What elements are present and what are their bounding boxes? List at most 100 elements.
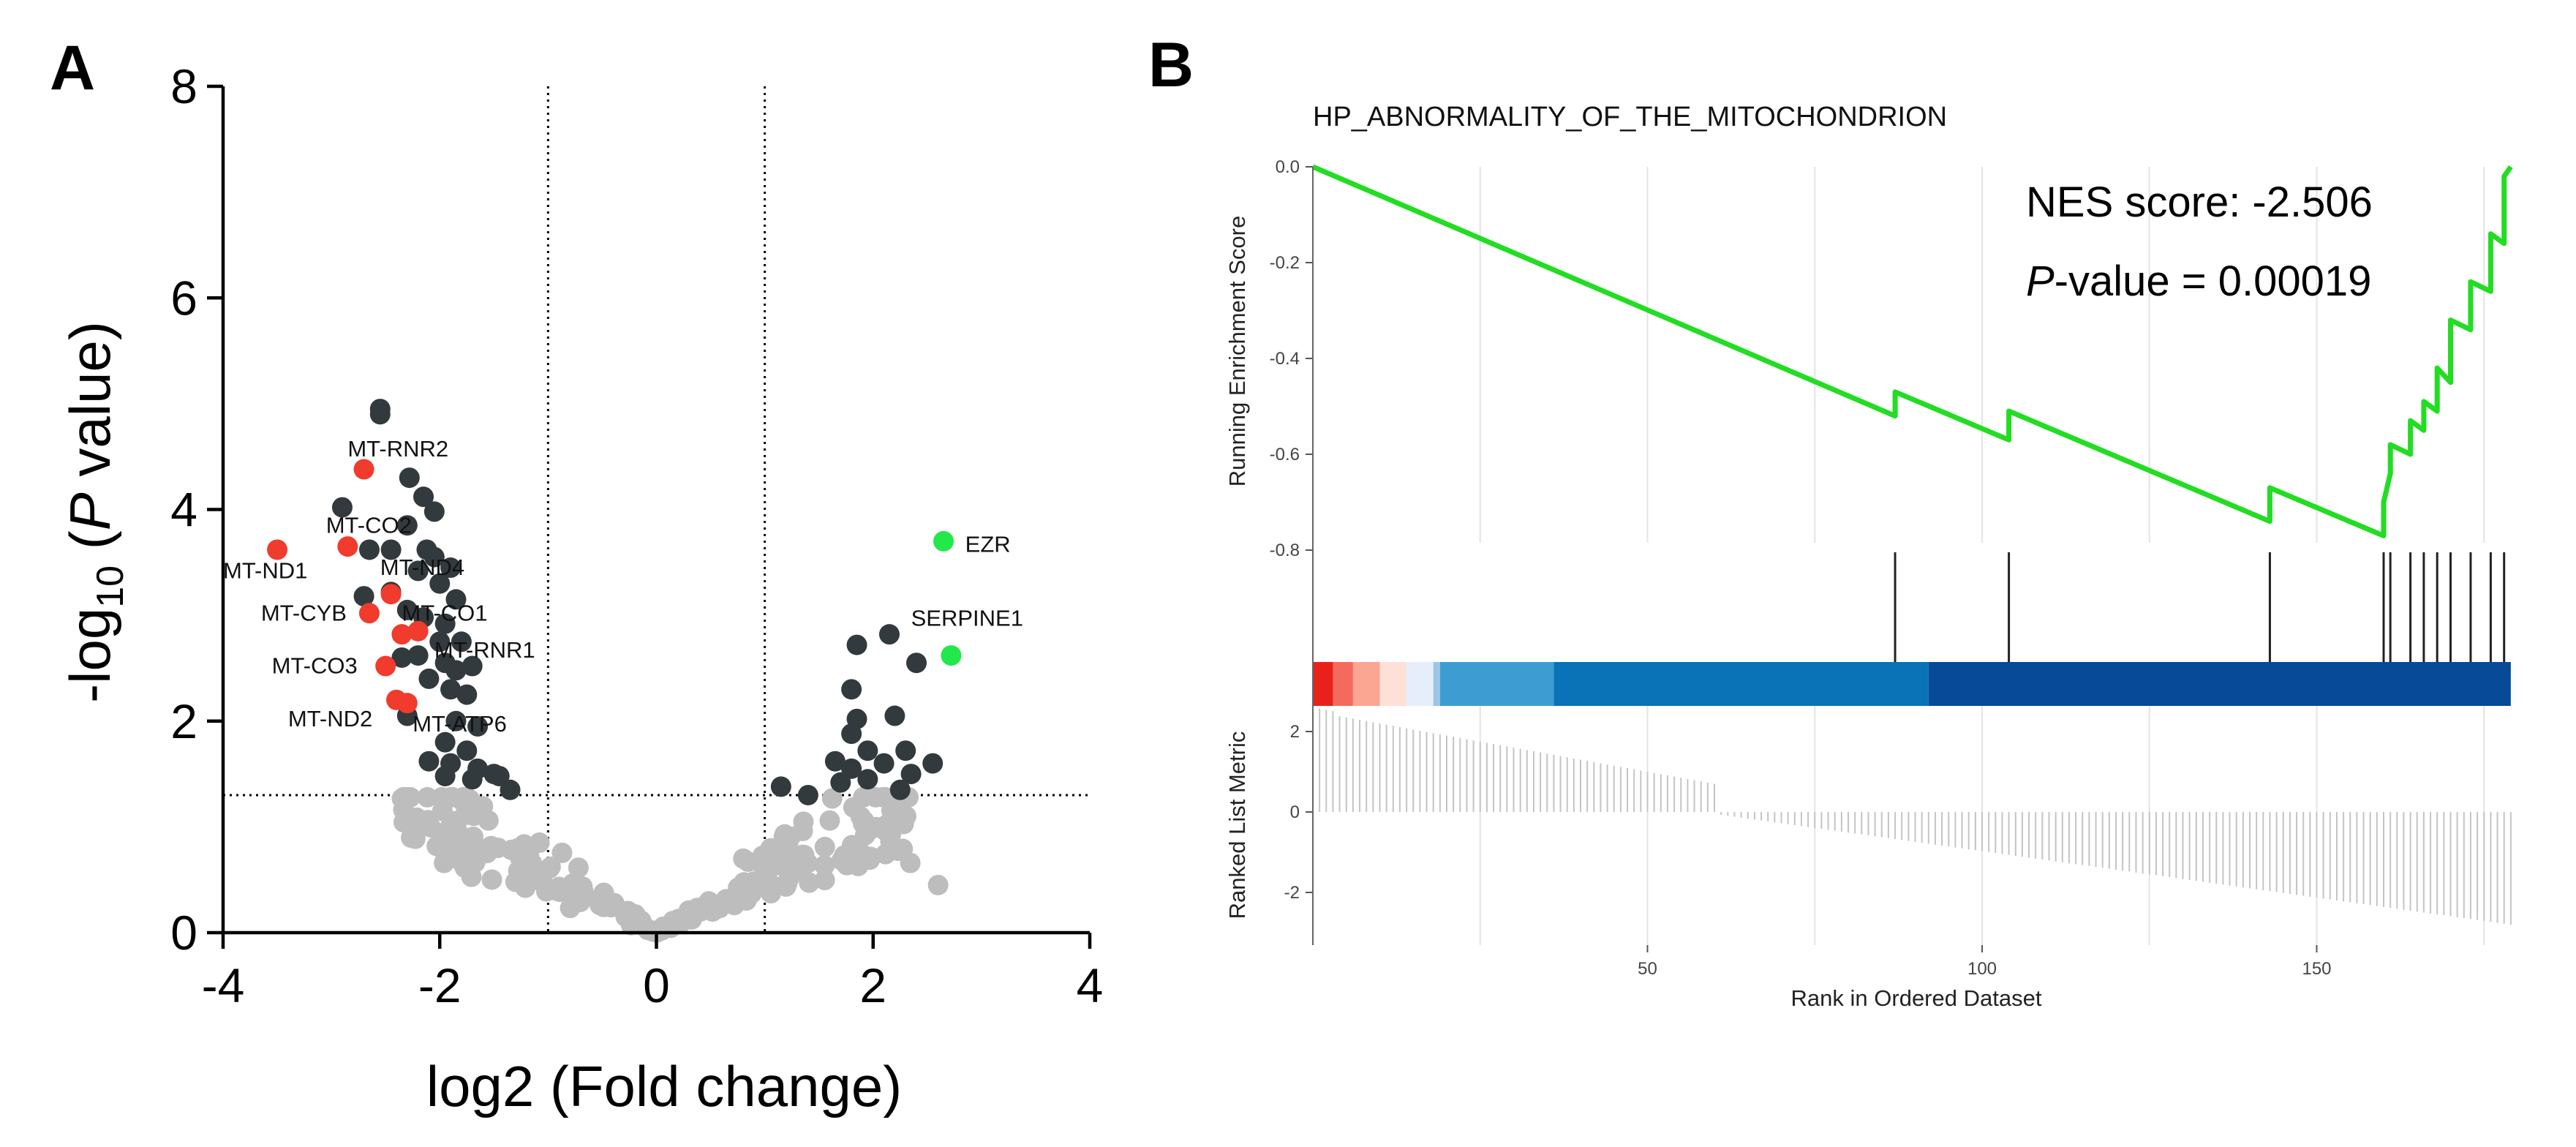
nes-score: NES score: -2.506 <box>2026 178 2373 226</box>
gene-label: MT-CO1 <box>402 600 487 625</box>
significant-point <box>380 539 402 560</box>
mitochondrial-point <box>396 693 418 714</box>
gene-label: EZR <box>965 531 1011 557</box>
mitochondrial-point <box>267 539 288 560</box>
significant-point <box>407 560 429 582</box>
heat-band <box>1352 662 1380 706</box>
gene-label: MT-ATP6 <box>413 711 507 737</box>
nonsignificant-point <box>454 857 475 879</box>
heat-band <box>1433 662 1440 706</box>
significant-point <box>841 679 862 700</box>
significant-point <box>445 710 467 732</box>
heat-band <box>1333 662 1353 706</box>
x-tick-label: 50 <box>1638 959 1657 979</box>
gene-label: MT-RNR1 <box>434 637 535 663</box>
nonsignificant-point <box>597 892 618 913</box>
mitochondrial-point <box>380 584 402 605</box>
significant-point <box>873 753 895 774</box>
gene-label: MT-CO3 <box>272 653 358 679</box>
significant-point <box>456 740 478 761</box>
nonsignificant-point <box>814 836 835 857</box>
nonsignificant-point <box>463 826 484 847</box>
y-tick-label: 8 <box>170 59 197 113</box>
significant-point <box>331 497 353 518</box>
y-tick-label: -0.2 <box>1270 253 1300 273</box>
p-value-annotation: P-value = 0.00019 <box>2026 257 2371 305</box>
significant-point <box>445 660 467 681</box>
significant-point <box>922 753 944 774</box>
significant-point <box>353 586 374 607</box>
significant-point <box>418 751 440 772</box>
significant-point <box>846 634 867 655</box>
nonsignificant-point <box>708 894 729 915</box>
mitochondrial-point <box>337 536 358 557</box>
significant-point <box>423 546 445 568</box>
nonsignificant-point <box>570 892 591 913</box>
x-tick-label: 150 <box>2302 959 2331 979</box>
nonsignificant-point <box>782 860 803 881</box>
nonsignificant-point <box>568 857 589 879</box>
significant-point <box>462 655 483 677</box>
nonsignificant-point <box>404 828 426 849</box>
significant-point <box>770 776 791 797</box>
gene-label: MT-ND2 <box>288 706 372 732</box>
significant-point <box>889 779 911 800</box>
nonsignificant-point <box>865 786 886 808</box>
gene-label: MT-CYB <box>261 600 347 625</box>
significant-point <box>434 765 456 786</box>
metric-y-tick-label: 0 <box>1290 802 1300 822</box>
x-tick-label: 0 <box>643 958 670 1012</box>
metric-y-tick-label: -2 <box>1284 883 1300 903</box>
x-tick-label: -4 <box>202 958 245 1012</box>
significant-point <box>467 715 489 737</box>
significant-point <box>418 668 440 689</box>
significant-point <box>451 631 472 653</box>
nonsignificant-point <box>459 789 481 811</box>
x-tick-label: -2 <box>418 958 462 1012</box>
nonsignificant-point <box>793 811 814 832</box>
nonsignificant-point <box>814 870 835 891</box>
significant-point <box>391 647 413 668</box>
significant-point <box>462 769 483 790</box>
y-axis-label-metric: Ranked List Metric <box>1224 732 1250 920</box>
significant-point <box>895 740 916 761</box>
nonsignificant-point <box>481 869 502 890</box>
x-axis-label: Rank in Ordered Dataset <box>1791 985 2042 1011</box>
nonsignificant-point <box>780 826 801 847</box>
significant-point <box>857 769 878 790</box>
mitochondrial-point <box>353 459 374 480</box>
heat-band <box>1928 662 2511 706</box>
significant-point <box>440 679 462 700</box>
gsea-title: HP_ABNORMALITY_OF_THE_MITOCHONDRION <box>1313 102 1947 132</box>
heat-band <box>1553 662 1929 706</box>
highlight-point <box>933 530 954 552</box>
nonsignificant-point <box>535 881 557 902</box>
y-tick-label: -0.4 <box>1270 349 1300 369</box>
y-tick-label: 0.0 <box>1276 157 1300 177</box>
significant-point <box>440 557 462 579</box>
nonsignificant-point <box>479 837 500 858</box>
nonsignificant-point <box>821 788 843 809</box>
metric-y-tick-label: 2 <box>1290 722 1300 742</box>
significant-point <box>434 732 456 753</box>
nonsignificant-point <box>887 840 908 862</box>
heat-band <box>1406 662 1434 706</box>
significant-point <box>429 573 451 594</box>
nonsignificant-point <box>426 835 448 857</box>
gene-label: MT-CO2 <box>326 512 412 538</box>
mitochondrial-point <box>407 620 429 642</box>
y-tick-label: -0.6 <box>1270 445 1300 465</box>
significant-point <box>445 589 467 610</box>
significant-point <box>906 653 927 674</box>
heat-band <box>1379 662 1407 706</box>
gene-label: SERPINE1 <box>911 606 1023 631</box>
significant-point <box>797 784 818 805</box>
nonsignificant-point <box>539 858 560 879</box>
significant-point <box>358 539 380 560</box>
nonsignificant-point <box>395 789 416 810</box>
significant-point <box>413 486 434 508</box>
nonsignificant-point <box>927 874 949 895</box>
significant-point <box>824 751 846 772</box>
significant-point <box>429 631 451 653</box>
nonsignificant-point <box>726 887 747 908</box>
